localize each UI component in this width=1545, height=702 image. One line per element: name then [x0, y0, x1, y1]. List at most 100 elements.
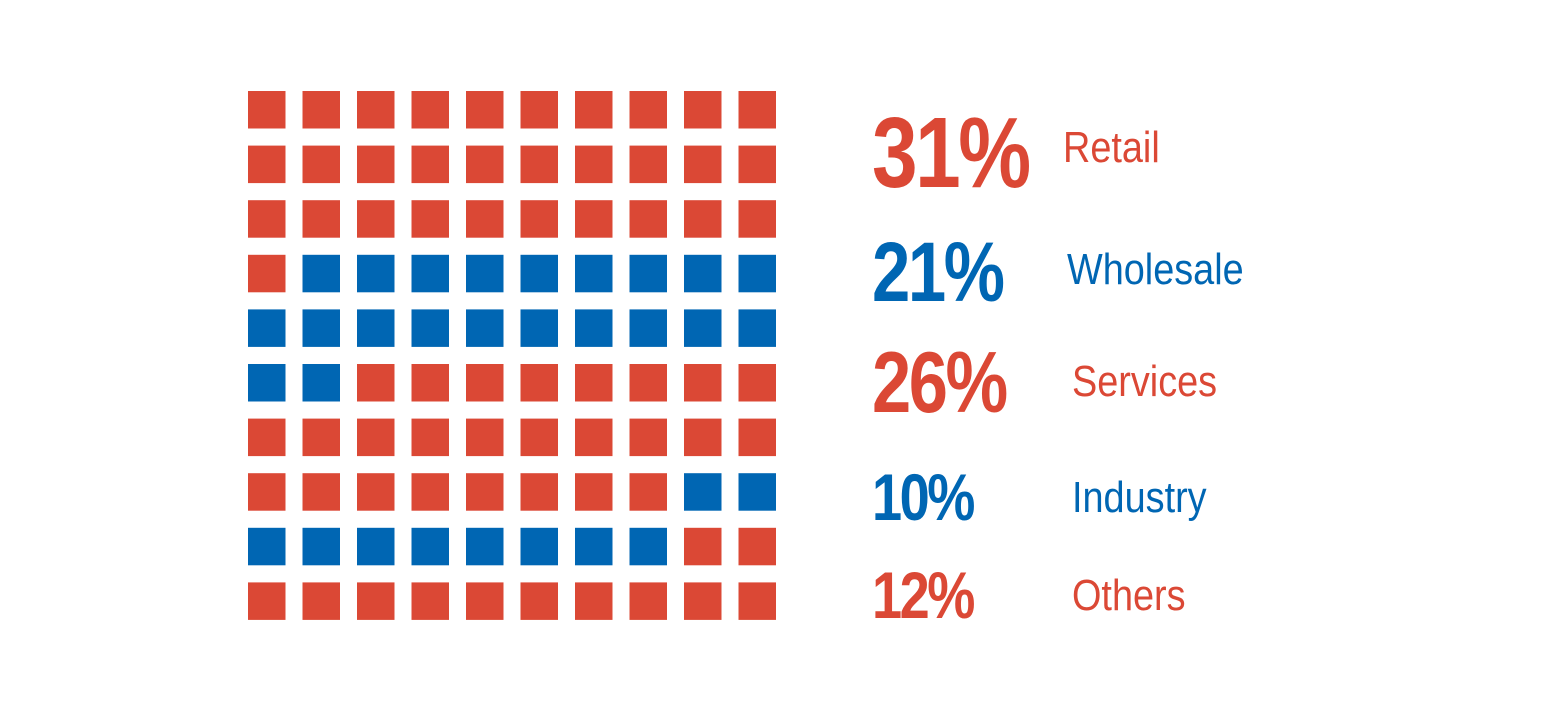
legend-label-services: Services — [1072, 357, 1218, 407]
waffle-cell-services — [575, 418, 613, 457]
legend-label-others: Others — [1072, 571, 1186, 621]
waffle-cell-retail — [629, 200, 667, 238]
waffle-cell-services — [738, 418, 776, 457]
waffle-cell-wholesale — [302, 364, 340, 402]
waffle-cell-industry — [684, 473, 722, 511]
waffle-cell-retail — [466, 200, 504, 238]
waffle-cell-services — [629, 364, 667, 402]
waffle-cell-wholesale — [575, 309, 613, 347]
waffle-cell-others — [357, 582, 395, 620]
waffle-cell-wholesale — [302, 309, 340, 347]
waffle-cell-others — [302, 582, 340, 620]
waffle-cell-services — [411, 418, 449, 457]
waffle-cell-others — [629, 582, 667, 620]
waffle-cell-industry — [629, 527, 667, 566]
waffle-cell-services — [411, 473, 449, 511]
waffle-cell-services — [466, 473, 504, 511]
waffle-cell-services — [302, 473, 340, 511]
waffle-cell-retail — [520, 145, 558, 184]
waffle-cell-retail — [466, 91, 504, 129]
waffle-cell-industry — [302, 527, 340, 566]
waffle-cell-wholesale — [738, 254, 776, 293]
waffle-cell-retail — [357, 91, 395, 129]
waffle-cell-retail — [629, 145, 667, 184]
waffle-cell-wholesale — [248, 364, 286, 402]
waffle-cell-retail — [248, 91, 286, 129]
waffle-cell-others — [248, 582, 286, 620]
waffle-cell-wholesale — [357, 309, 395, 347]
waffle-cell-retail — [466, 145, 504, 184]
waffle-cell-retail — [411, 200, 449, 238]
waffle-cell-services — [248, 418, 286, 457]
waffle-cell-industry — [738, 473, 776, 511]
waffle-cell-wholesale — [575, 254, 613, 293]
waffle-cell-retail — [411, 91, 449, 129]
waffle-cell-retail — [357, 200, 395, 238]
waffle-cell-services — [357, 473, 395, 511]
waffle-cell-retail — [684, 145, 722, 184]
waffle-cell-industry — [248, 527, 286, 566]
legend-label-retail: Retail — [1063, 123, 1160, 173]
legend-percent-industry: 10% — [872, 460, 975, 535]
legend-label-industry: Industry — [1072, 473, 1207, 523]
waffle-cell-retail — [302, 145, 340, 184]
waffle-cell-retail — [684, 91, 722, 129]
waffle-cell-others — [684, 527, 722, 566]
waffle-cell-industry — [575, 527, 613, 566]
waffle-cell-retail — [248, 145, 286, 184]
waffle-cell-wholesale — [629, 254, 667, 293]
waffle-cell-others — [684, 582, 722, 620]
waffle-cell-services — [357, 364, 395, 402]
waffle-cell-wholesale — [302, 254, 340, 293]
legend-percent-retail: 31% — [872, 97, 1031, 209]
waffle-cell-industry — [357, 527, 395, 566]
waffle-cell-retail — [629, 91, 667, 129]
waffle-cell-services — [520, 418, 558, 457]
waffle-cell-wholesale — [684, 254, 722, 293]
waffle-cell-retail — [738, 200, 776, 238]
waffle-cell-retail — [575, 91, 613, 129]
waffle-cell-retail — [357, 145, 395, 184]
waffle-cell-others — [520, 582, 558, 620]
waffle-cell-services — [684, 364, 722, 402]
waffle-cell-services — [302, 418, 340, 457]
waffle-cell-retail — [302, 91, 340, 129]
waffle-cell-wholesale — [411, 254, 449, 293]
waffle-cell-others — [466, 582, 504, 620]
waffle-cell-wholesale — [684, 309, 722, 347]
waffle-cell-others — [738, 582, 776, 620]
waffle-cell-wholesale — [738, 309, 776, 347]
legend-percent-wholesale: 21% — [872, 224, 1005, 319]
waffle-cell-wholesale — [248, 309, 286, 347]
waffle-cell-services — [466, 418, 504, 457]
waffle-cell-retail — [575, 200, 613, 238]
waffle-cell-industry — [520, 527, 558, 566]
waffle-cell-wholesale — [466, 254, 504, 293]
legend-percent-services: 26% — [872, 335, 1008, 432]
waffle-cell-services — [629, 473, 667, 511]
waffle-cell-industry — [411, 527, 449, 566]
waffle-cell-services — [248, 473, 286, 511]
waffle-cell-services — [738, 364, 776, 402]
waffle-cell-industry — [466, 527, 504, 566]
waffle-cell-retail — [520, 91, 558, 129]
waffle-cell-retail — [302, 200, 340, 238]
waffle-cell-services — [466, 364, 504, 402]
waffle-cell-services — [575, 364, 613, 402]
waffle-cell-retail — [738, 91, 776, 129]
legend-label-wholesale: Wholesale — [1067, 245, 1244, 295]
waffle-cell-retail — [520, 200, 558, 238]
legend-percent-others: 12% — [872, 558, 975, 633]
waffle-cell-wholesale — [411, 309, 449, 347]
waffle-cell-wholesale — [629, 309, 667, 347]
waffle-cell-wholesale — [357, 254, 395, 293]
waffle-cell-retail — [575, 145, 613, 184]
waffle-cell-wholesale — [520, 309, 558, 347]
waffle-cell-retail — [248, 254, 286, 293]
waffle-cell-services — [684, 418, 722, 457]
waffle-cell-others — [411, 582, 449, 620]
waffle-cell-retail — [684, 200, 722, 238]
waffle-cell-wholesale — [466, 309, 504, 347]
waffle-cell-retail — [411, 145, 449, 184]
